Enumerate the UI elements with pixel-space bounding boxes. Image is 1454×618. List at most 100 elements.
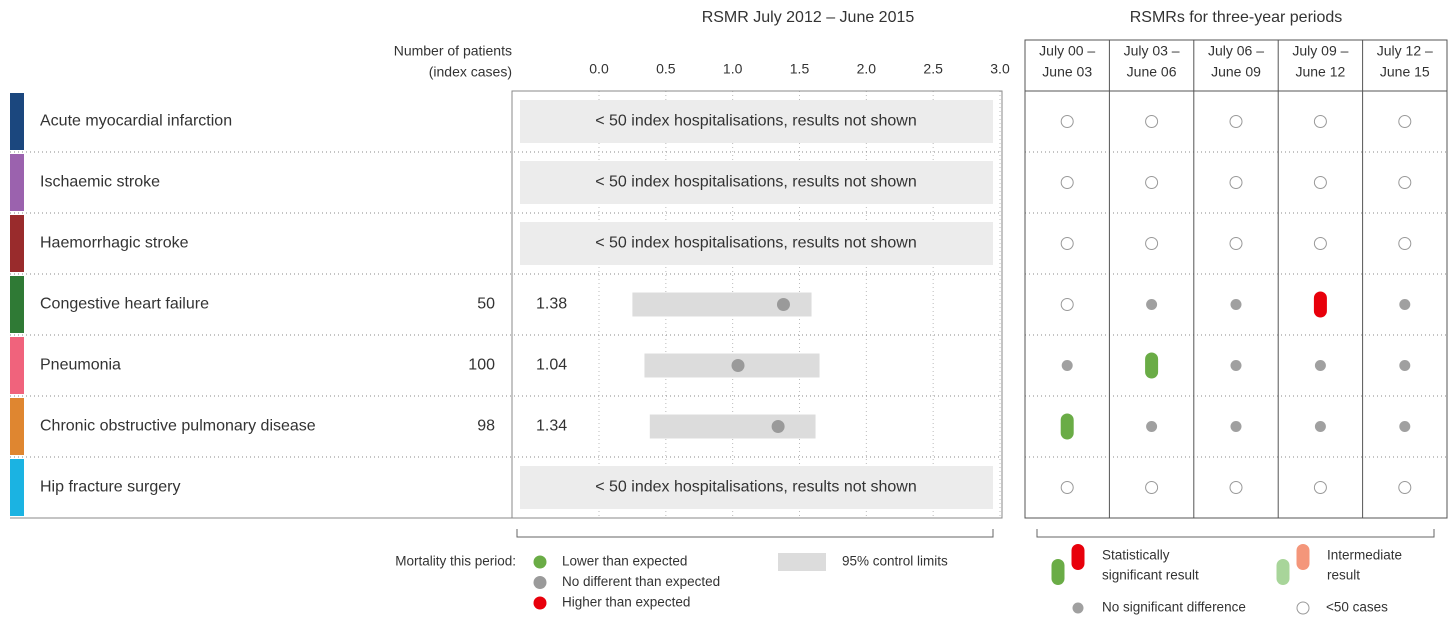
no-difference: [1146, 299, 1158, 310]
suppressed-text: < 50 index hospitalisations, results not…: [595, 235, 917, 252]
small-sample: [1313, 115, 1327, 128]
small-sample: [1229, 237, 1243, 250]
significant-result: [1145, 352, 1159, 379]
no-difference: [1230, 421, 1242, 432]
small-sample: [1398, 237, 1412, 250]
significant-result: [1060, 413, 1074, 440]
no-difference: [1230, 360, 1242, 371]
suppressed-box: [520, 100, 993, 143]
no-difference: [1230, 299, 1242, 310]
x-tick-label: 2.0: [857, 61, 877, 77]
period-label: July 09 –: [1292, 43, 1348, 59]
rsmr-frame: [511, 90, 1003, 519]
value-label: 1.34: [536, 418, 567, 435]
suppressed-box: [520, 161, 993, 204]
category-label: Acute myocardial infarction: [40, 113, 232, 130]
small-sample: [1145, 237, 1159, 250]
category-swatch: [10, 276, 24, 333]
category-swatch: [10, 337, 24, 394]
legend-pill: [1296, 544, 1310, 570]
suppressed-text: < 50 index hospitalisations, results not…: [595, 113, 917, 130]
legend-label: Intermediate: [1327, 548, 1402, 563]
small-sample: [1060, 481, 1074, 494]
legend-pill: [1051, 559, 1065, 585]
rsmr-dot: [731, 359, 745, 372]
x-tick-label: 0.0: [589, 61, 609, 77]
patient-count: 50: [477, 296, 495, 313]
legend-label: Statistically: [1102, 548, 1170, 563]
small-sample: [1145, 115, 1159, 128]
chart-title: RSMR July 2012 – June 2015: [702, 9, 915, 26]
period-label: June 09: [1211, 64, 1261, 80]
category-label: Chronic obstructive pulmonary disease: [40, 418, 316, 435]
small-sample: [1229, 481, 1243, 494]
small-sample: [1398, 481, 1412, 494]
category-swatch: [10, 93, 24, 150]
patient-count: 100: [468, 357, 495, 374]
rsmr-dot: [776, 298, 790, 311]
legend-swatch: [778, 553, 826, 571]
period-label: July 00 –: [1039, 43, 1095, 59]
category-label: Congestive heart failure: [40, 296, 209, 313]
control-limits: [649, 414, 816, 439]
category-swatch: [10, 154, 24, 211]
periods-title: RSMRs for three-year periods: [1130, 9, 1343, 26]
legend-title: Mortality this period:: [395, 554, 516, 569]
small-sample: [1060, 298, 1074, 311]
legend-dot: [533, 555, 547, 569]
x-tick-label: 2.5: [923, 61, 943, 77]
no-difference: [1399, 360, 1411, 371]
count-header: Number of patients: [394, 43, 512, 59]
legend-label: Higher than expected: [562, 595, 690, 610]
suppressed-box: [520, 466, 993, 509]
legend-pill: [1276, 559, 1290, 585]
x-tick-label: 3.0: [990, 61, 1010, 77]
small-sample: [1060, 176, 1074, 189]
no-difference: [1146, 421, 1158, 432]
small-sample: [1398, 176, 1412, 189]
legend-label: 95% control limits: [842, 554, 948, 569]
legend-dot: [1072, 602, 1084, 614]
rsmr-dot: [771, 420, 785, 433]
small-sample: [1060, 237, 1074, 250]
category-swatch: [10, 215, 24, 272]
legend-pill: [1071, 544, 1085, 570]
legend-label: No different than expected: [562, 574, 720, 589]
legend-bracket: [1036, 529, 1435, 538]
value-label: 1.38: [536, 296, 567, 313]
category-swatch: [10, 459, 24, 516]
legend-label: No significant difference: [1102, 600, 1246, 615]
legend-bracket: [516, 529, 994, 538]
small-sample: [1313, 237, 1327, 250]
small-sample: [1145, 481, 1159, 494]
category-label: Pneumonia: [40, 357, 121, 374]
small-sample: [1229, 176, 1243, 189]
no-difference: [1399, 299, 1411, 310]
small-sample: [1145, 176, 1159, 189]
legend-label: significant result: [1102, 568, 1199, 583]
period-label: June 12: [1295, 64, 1345, 80]
value-label: 1.04: [536, 357, 567, 374]
no-difference: [1399, 421, 1411, 432]
x-tick-label: 1.0: [723, 61, 743, 77]
x-tick-label: 1.5: [790, 61, 810, 77]
suppressed-box: [520, 222, 993, 265]
small-sample: [1313, 176, 1327, 189]
period-label: July 06 –: [1208, 43, 1264, 59]
category-swatch: [10, 398, 24, 455]
no-difference: [1314, 360, 1326, 371]
suppressed-text: < 50 index hospitalisations, results not…: [595, 174, 917, 191]
x-tick-label: 0.5: [656, 61, 676, 77]
legend-circle: [1296, 601, 1310, 615]
period-label: July 03 –: [1124, 43, 1180, 59]
small-sample: [1229, 115, 1243, 128]
count-header: (index cases): [429, 64, 512, 80]
legend-label: <50 cases: [1326, 600, 1388, 615]
category-label: Haemorrhagic stroke: [40, 235, 189, 252]
suppressed-text: < 50 index hospitalisations, results not…: [595, 479, 917, 496]
patient-count: 98: [477, 418, 495, 435]
category-label: Ischaemic stroke: [40, 174, 160, 191]
small-sample: [1313, 481, 1327, 494]
period-label: July 12 –: [1377, 43, 1433, 59]
